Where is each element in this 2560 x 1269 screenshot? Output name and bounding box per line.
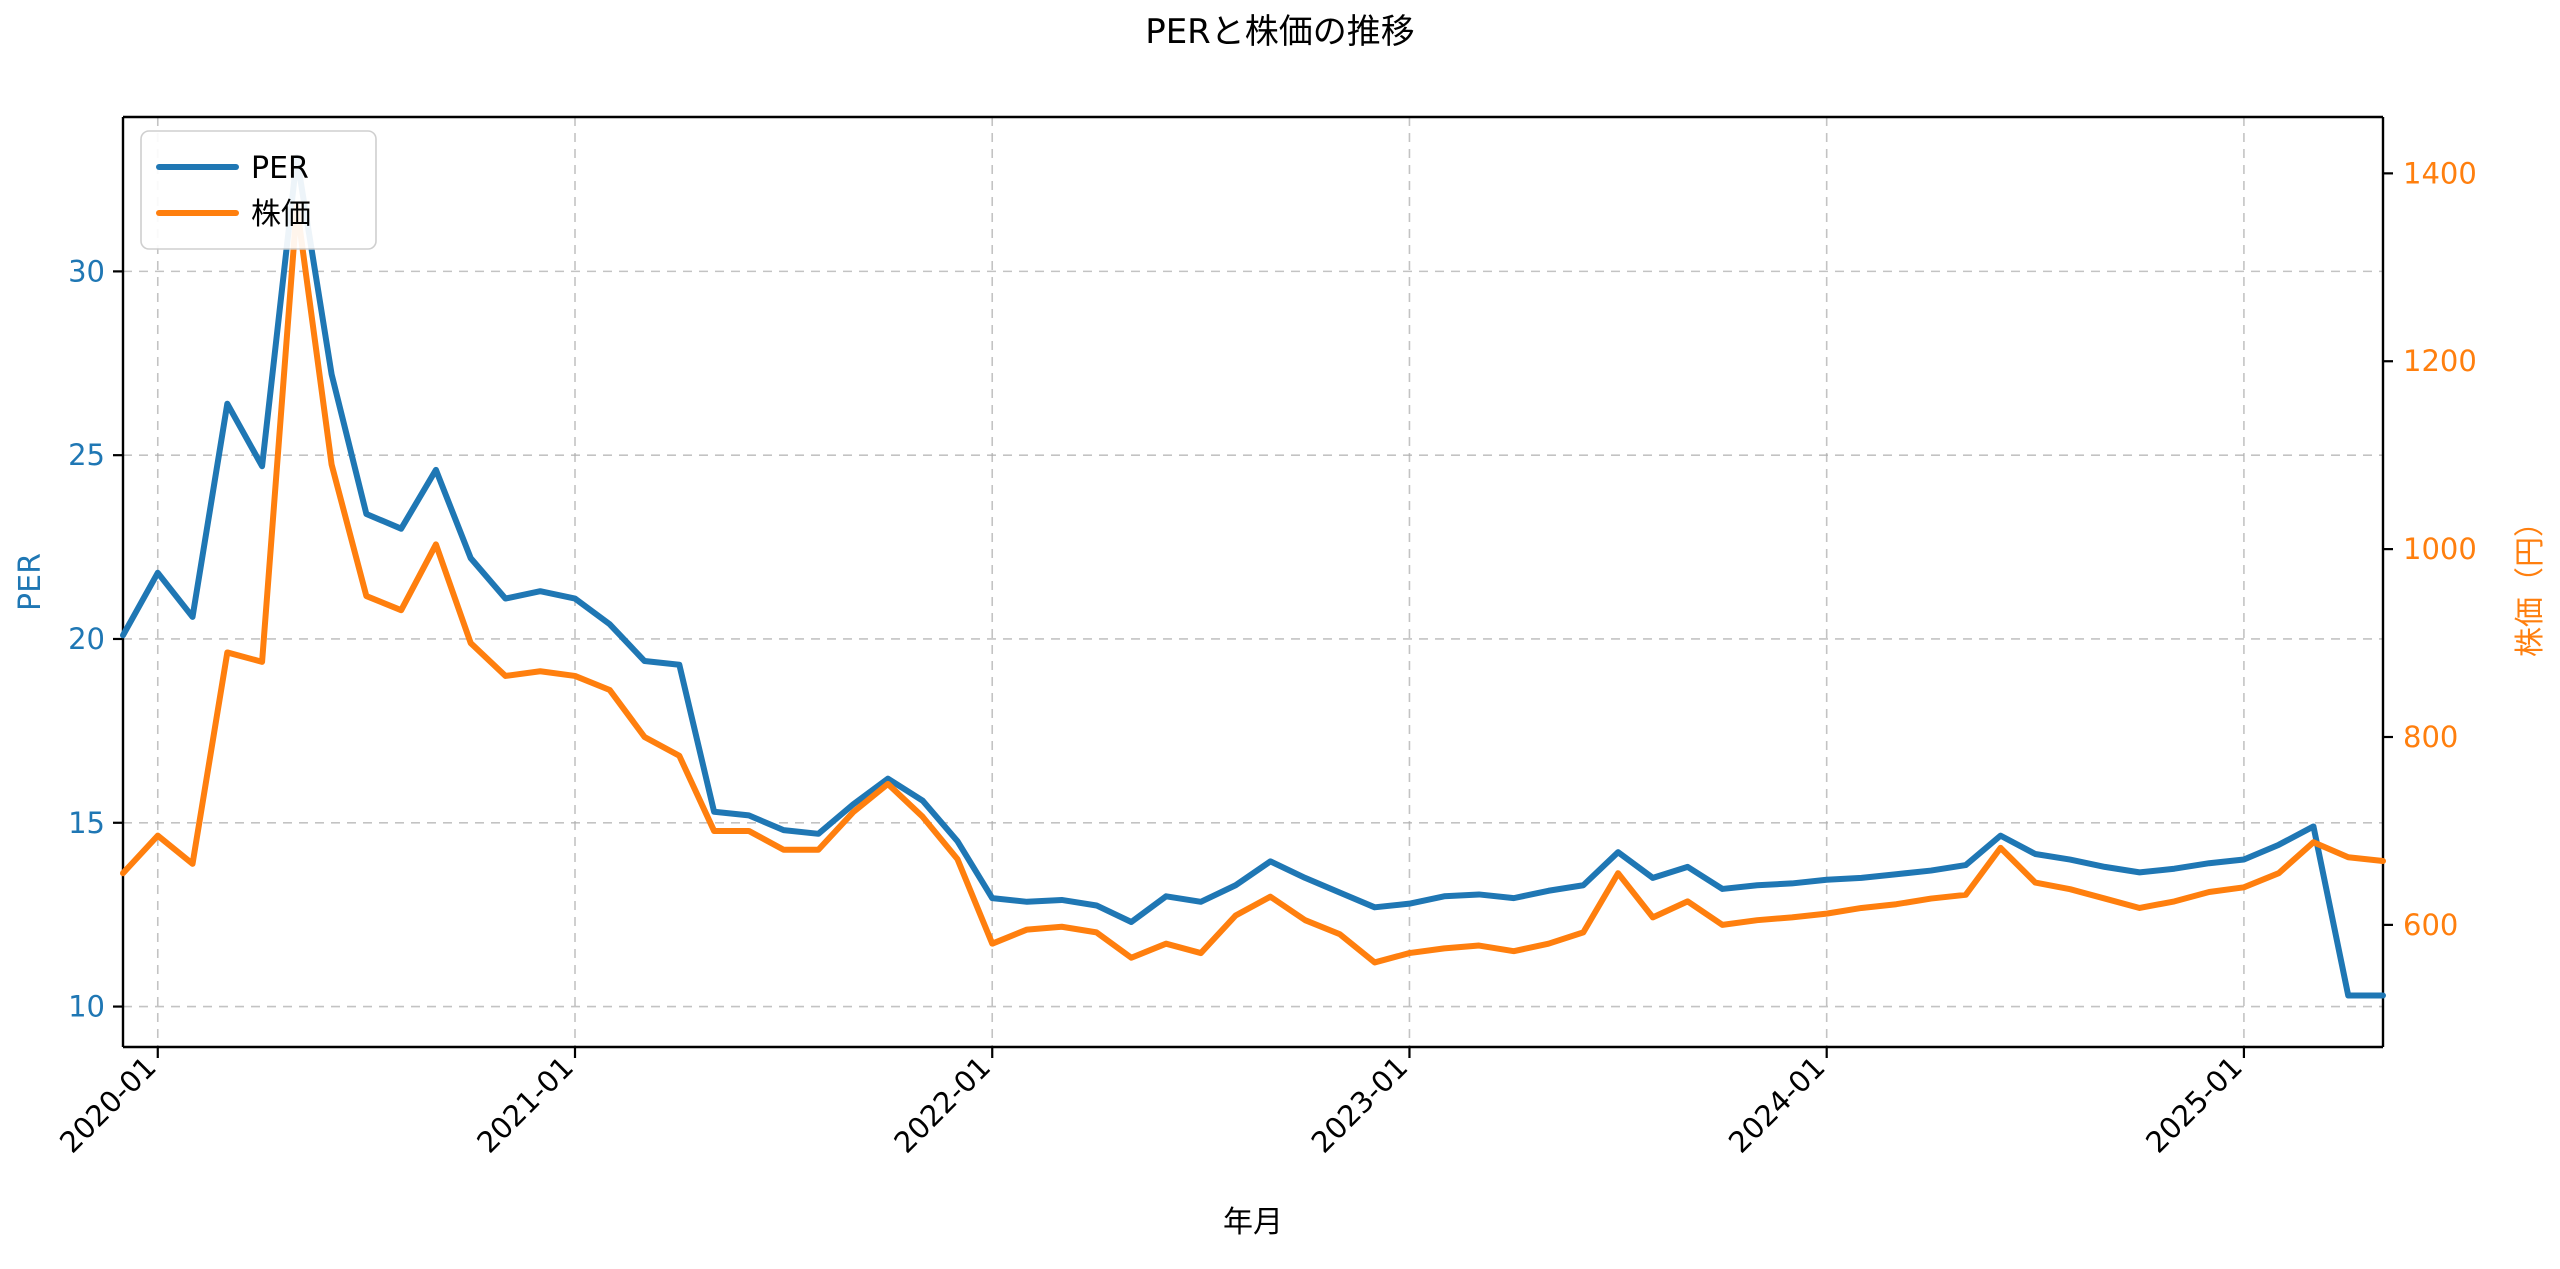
y-axis-right-tick-label: 1400 — [2403, 156, 2477, 190]
legend-background — [140, 130, 377, 250]
legend-label-per: PER — [251, 151, 309, 186]
y-axis-right-tick-label: 1000 — [2403, 532, 2477, 566]
x-axis-tick-label: 2024-01 — [1722, 1050, 1832, 1160]
y-axis-right-tick-label: 1200 — [2403, 344, 2477, 378]
grid-lines — [123, 117, 2383, 1047]
y-axis-left-tick-label: 25 — [68, 438, 105, 472]
y-axis-left-tick-label: 20 — [68, 622, 105, 656]
x-axis-title: 年月 — [1223, 1205, 1283, 1240]
series-line-per — [120, 154, 2386, 999]
y-axis-right-title: 株価（円） — [2513, 507, 2548, 657]
page-title: PERと株価の推移 — [1145, 12, 1415, 52]
x-axis-tick-label: 2022-01 — [887, 1050, 997, 1160]
y-axis-right-tick-label: 800 — [2403, 720, 2458, 754]
y-axis-left-tick-label: 15 — [68, 806, 105, 840]
y-axis-left-title: PER — [13, 553, 48, 611]
x-axis-tick-label: 2021-01 — [470, 1050, 580, 1160]
series-line-kabuka — [120, 203, 2386, 966]
legend-label-kabuka: 株価 — [251, 197, 311, 232]
y-axis-left-tick-label: 10 — [68, 990, 105, 1024]
chart-legend: PER 株価 — [140, 130, 377, 250]
axis-tick-marks — [113, 172, 2393, 1058]
y-axis-right-tick-labels: 600 800 1000 1200 1400 — [2403, 156, 2477, 942]
x-axis-tick-label: 2020-01 — [53, 1050, 163, 1160]
y-axis-left-tick-label: 30 — [68, 254, 105, 288]
x-axis-tick-label: 2023-01 — [1305, 1050, 1415, 1160]
data-series — [120, 154, 2386, 999]
y-axis-right-tick-label: 600 — [2403, 908, 2458, 942]
y-axis-left-tick-labels: 10 15 20 25 30 — [68, 254, 105, 1023]
x-axis-tick-labels: 2020-01 2021-01 2022-01 2023-01 2024-01 2025-… — [53, 1050, 2249, 1160]
x-axis-tick-label: 2025-01 — [2139, 1050, 2249, 1160]
